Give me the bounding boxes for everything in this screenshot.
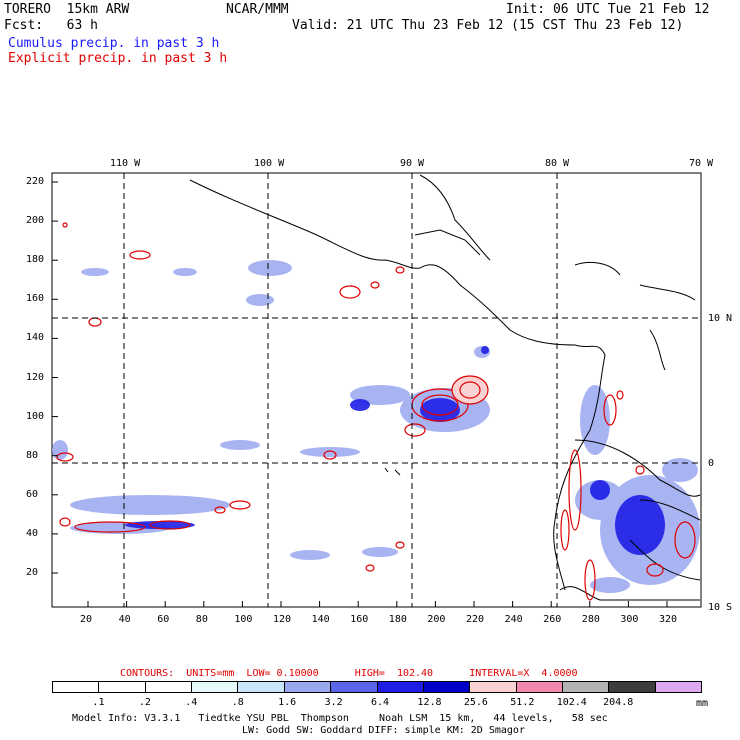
x-tick-label: 280 [581,614,600,625]
axis-ticks [52,181,668,607]
colorbar [52,681,702,693]
center-name: NCAR/MMM [226,2,289,17]
colorbar-swatch [144,682,192,692]
colorbar-label: 12.8 [417,697,442,708]
x-tick-label: 220 [466,614,485,625]
lon-label-90w: 90 W [400,158,425,169]
colorbar-swatch [330,682,377,692]
latlon-gridlines [52,173,701,607]
x-tick-label: 140 [311,614,330,625]
y-tick-label: 40 [26,527,39,539]
colorbar-swatch [376,682,423,692]
x-tick-label: 100 [234,614,253,625]
init-time: Init: 06 UTC Tue 21 Feb 12 [506,2,710,17]
y-tick-label: 200 [26,215,45,227]
cumulus-precip-heavy [125,346,665,555]
explicit-precip-contours [56,222,696,601]
x-tick-label: 180 [388,614,407,625]
y-tick-label: 160 [26,293,45,305]
x-tick-label: 160 [350,614,369,625]
x-tick-label: 240 [504,614,523,625]
x-tick-label: 300 [620,614,639,625]
y-tick-label: 20 [26,567,39,578]
lat-label-10n: 10 N [708,313,733,324]
colorbar-units: mm [696,698,709,709]
x-tick-label: 40 [118,614,131,625]
y-tick-label: 100 [26,410,45,422]
lat-label-10s: 10 S [708,602,733,613]
lon-label-70w: 70 W [689,158,714,169]
model-info-line2: LW: Godd SW: Goddard DIFF: simple KM: 2D… [242,725,525,736]
forecast-hour: Fcst: 63 h [4,18,98,33]
x-tick-label: 320 [659,614,678,625]
x-tick-label: 200 [427,614,446,625]
x-tick-label: 260 [543,614,562,625]
y-tick-label: 220 [26,176,45,187]
lat-label-0: 0 [708,458,715,469]
colorbar-label: 6.4 [371,697,390,708]
colorbar-label: .1 [92,697,105,708]
colorbar-label: 1.6 [278,697,297,708]
colorbar-swatch [191,682,238,692]
y-tick-label: 120 [26,371,45,383]
colorbar-label: 51.2 [510,697,535,708]
colorbar-swatch [469,682,516,692]
y-tick-label: 140 [26,332,45,344]
colorbar-label: 102.4 [556,697,587,708]
x-tick-label: 120 [273,614,292,625]
explicit-field-label: Explicit precip. in past 3 h [8,51,228,66]
lon-label-80w: 80 W [545,158,570,169]
x-tick-label: 60 [157,614,170,625]
colorbar-swatch [237,682,284,692]
model-info-line1: Model Info: V3.3.1 Tiedtke YSU PBL Thomp… [72,713,608,724]
colorbar-label: .4 [185,697,198,708]
y-tick-label: 60 [26,488,39,500]
colorbar-swatch [515,682,562,692]
y-tick-label: 180 [26,254,45,266]
colorbar-swatch [283,682,331,692]
colorbar-label: 3.2 [324,697,343,708]
valid-time: Valid: 21 UTC Thu 23 Feb 12 (15 CST Thu … [292,18,684,33]
cumulus-field-label: Cumulus precip. in past 3 h [8,36,220,51]
colorbar-label: 204.8 [603,697,634,708]
colorbar-swatch [98,682,145,692]
colorbar-swatch [53,682,99,692]
x-tick-label: 80 [195,614,208,625]
lon-label-110w: 110 W [110,158,141,169]
x-tick-label: 20 [80,614,93,625]
colorbar-swatch [561,682,609,692]
colorbar-label: .2 [138,697,151,708]
colorbar-swatch [422,682,470,692]
model-name: TORERO 15km ARW [4,2,130,17]
colorbar-swatch [654,682,702,692]
colorbar-label: .8 [231,697,244,708]
colorbar-label: 25.6 [463,697,488,708]
lon-label-100w: 100 W [254,158,285,169]
colorbar-swatch [608,682,655,692]
contours-info: CONTOURS: UNITS=mm LOW= 0.10000 HIGH= 10… [120,668,578,679]
y-tick-label: 80 [26,449,39,461]
